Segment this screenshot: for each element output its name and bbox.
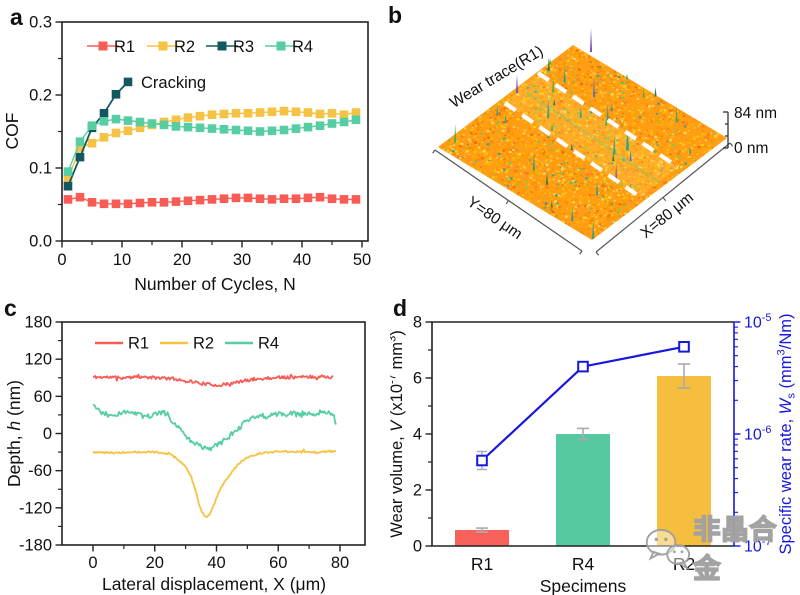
svg-text:0.1: 0.1 [29, 160, 52, 178]
specific-wear-rate-line [476, 341, 690, 471]
svg-text:180: 180 [24, 314, 52, 332]
svg-text:10: 10 [113, 251, 131, 269]
svg-text:2: 2 [413, 482, 422, 500]
svg-text:80: 80 [331, 554, 349, 572]
legend-item-R2: R2 [193, 335, 214, 353]
profile-R2 [92, 448, 337, 518]
svg-text:0.0: 0.0 [29, 233, 52, 251]
xlabel-a: Number of Cycles, N [134, 274, 295, 294]
svg-text:0: 0 [88, 554, 97, 572]
marker-R4 [577, 360, 589, 373]
ylabel-a: COF [2, 113, 22, 150]
series-R1 [63, 192, 361, 209]
wear-trace-dashed-lines [503, 71, 680, 199]
axes-a: 0.0 0.1 0.2 0.3 0 10 20 30 40 50 Number of Cycles,… [2, 14, 371, 295]
legend-a: R1 R2 R3 R4 [87, 38, 313, 56]
bar-R1 [455, 530, 509, 546]
annotation-cracking: Cracking [141, 74, 206, 92]
xlabel-c: Lateral displacement, X (μm) [102, 574, 326, 594]
svg-text:0.3: 0.3 [29, 14, 52, 32]
svg-text:10-5: 10-5 [744, 312, 771, 331]
z-scale-bar: 84 nm 0 nm [723, 105, 777, 157]
watermark: 非晶合金 [642, 508, 800, 586]
svg-text:4: 4 [413, 426, 422, 444]
ylabel-c: Depth, h (nm) [4, 380, 24, 487]
axes-c: -180 -120 -60 0 60 120 180 0 20 40 60 80 Lateral dis… [4, 314, 366, 594]
svg-text:6: 6 [413, 370, 422, 388]
legend-item-R3: R3 [233, 38, 254, 56]
series-R3 [63, 77, 133, 191]
wechat-logo-icon [645, 528, 691, 571]
svg-text:120: 120 [24, 351, 52, 369]
svg-text:10-6: 10-6 [744, 424, 771, 443]
legend-item-R1: R1 [114, 38, 135, 56]
profile-R1 [92, 373, 334, 388]
svg-text:20: 20 [146, 554, 164, 572]
panel-a-plot: Cracking R1 R2 R3 R4 0.0 0.1 0.2 0.3 0 10 20 30 40 50 N… [2, 14, 371, 295]
svg-text:0.2: 0.2 [29, 87, 52, 105]
xlabel-d: Specimens [540, 576, 627, 595]
svg-text:30: 30 [233, 251, 251, 269]
legend-c: R1 R2 R4 [95, 335, 279, 353]
wear-volume-bars [455, 363, 711, 546]
category-label-R1: R1 [471, 554, 493, 574]
marker-R2 [678, 341, 690, 353]
svg-text:-180: -180 [19, 536, 52, 554]
profile-R4 [92, 404, 337, 452]
bar-R2 [657, 376, 711, 546]
marker-R1 [476, 454, 488, 467]
svg-text:40: 40 [293, 251, 311, 269]
svg-text:40: 40 [207, 554, 225, 572]
svg-text:0: 0 [43, 425, 52, 443]
svg-text:20: 20 [173, 251, 191, 269]
legend-item-R2: R2 [174, 38, 195, 56]
legend-item-R4: R4 [292, 38, 313, 56]
panel-label-b: b [388, 2, 403, 28]
svg-text:-60: -60 [28, 462, 52, 480]
z-max-label: 84 nm [734, 105, 777, 122]
svg-text:-120: -120 [19, 499, 52, 517]
panel-label-d: d [393, 295, 408, 321]
svg-text:60: 60 [34, 388, 52, 406]
svg-text:60: 60 [269, 554, 287, 572]
panel-c-plot: R1 R2 R4 -180 -120 -60 0 60 120 180 0 20 40 60 80 Later… [4, 314, 366, 594]
ylabel-d-left: Wear volume, V (x10-7 mm3) [390, 330, 406, 538]
depth-profile-chart: R1 R2 R4 -180 -120 -60 0 60 120 180 0 20 40 60 80 Later… [4, 314, 366, 594]
y-axis-label-b: Y=80 μm [464, 194, 525, 244]
panel-label-a: a [10, 4, 23, 30]
svg-text:50: 50 [353, 251, 371, 269]
watermark-text: 非晶合金 [693, 514, 778, 585]
panel-label-c: c [4, 295, 17, 321]
svg-text:8: 8 [413, 314, 422, 332]
svg-text:0: 0 [57, 251, 66, 269]
svg-text:0: 0 [413, 538, 422, 556]
legend-item-R4: R4 [258, 335, 279, 353]
bar-R4 [556, 434, 610, 546]
ylabel-d-right: Specific wear rate, Ws (mm3/Nm) [775, 313, 797, 554]
svg-text:10-7: 10-7 [744, 536, 771, 555]
legend-item-R1: R1 [128, 335, 149, 353]
category-label-R4: R4 [572, 554, 595, 574]
z-min-label: 0 nm [734, 140, 768, 157]
cof-vs-cycles-chart: Cracking R1 R2 R3 R4 0.0 0.1 0.2 0.3 0 10 20 30 40 50 N… [2, 14, 371, 295]
series-R4 [63, 114, 361, 176]
